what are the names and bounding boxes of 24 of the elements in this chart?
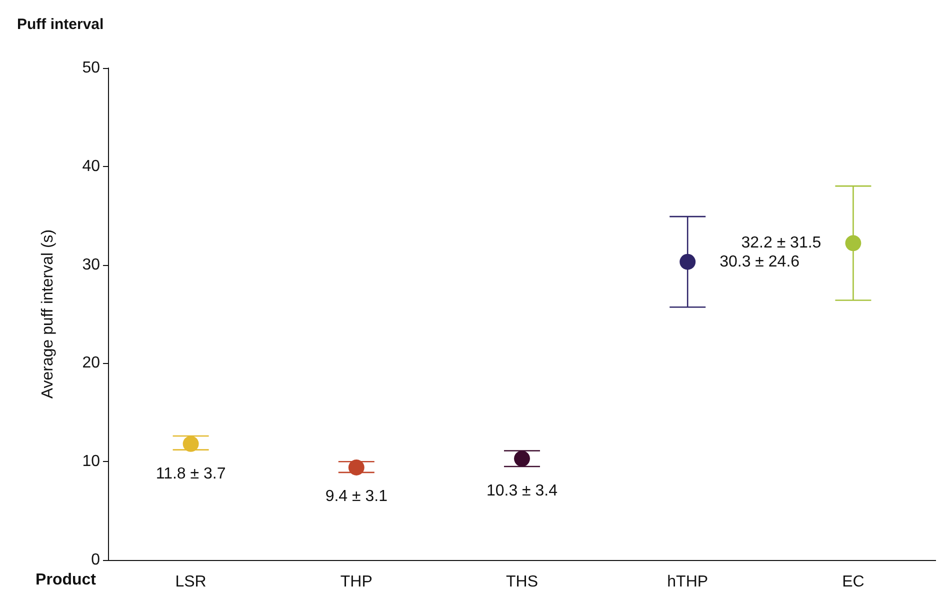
y-tick-label: 0 xyxy=(91,552,100,568)
point xyxy=(348,460,364,476)
x-tick-label: THS xyxy=(506,574,538,590)
x-axis-title: Product xyxy=(36,572,97,588)
data-label: 32.2 ± 31.5 xyxy=(741,234,822,252)
data-label: 10.3 ± 3.4 xyxy=(486,482,558,500)
y-tick-label: 50 xyxy=(82,60,100,76)
point xyxy=(182,436,199,452)
x-tick-label: LSR xyxy=(175,574,206,590)
y-axis-title: Average puff interval (s) xyxy=(40,229,56,399)
y-tick-label: 30 xyxy=(82,256,100,274)
x-tick-label: EC xyxy=(842,574,864,590)
chart-title: Puff interval xyxy=(17,16,104,33)
y-tick-label: 10 xyxy=(82,453,100,470)
point xyxy=(680,254,696,270)
point xyxy=(514,450,530,467)
data-label: 11.8 ± 3.7 xyxy=(156,466,226,483)
y-tick-label: 40 xyxy=(82,158,100,175)
data-label: 9.4 ± 3.1 xyxy=(325,488,388,506)
y-tick-label: 20 xyxy=(82,354,100,372)
x-tick-label: THP xyxy=(340,574,372,590)
point xyxy=(845,235,862,252)
data-label: 30.3 ± 24.6 xyxy=(720,253,800,270)
x-tick-label: hTHP xyxy=(667,574,708,590)
